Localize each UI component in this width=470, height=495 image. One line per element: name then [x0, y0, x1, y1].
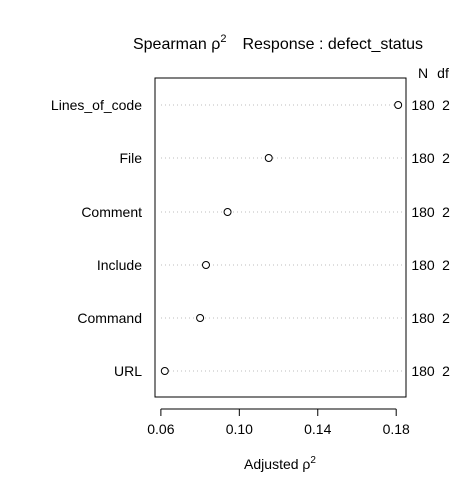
row-df-value: 2 — [442, 204, 450, 220]
row-label: Include — [97, 257, 142, 273]
x-axis-label: Adjusted ρ2 — [244, 455, 316, 472]
data-point — [201, 261, 210, 269]
data-point — [264, 154, 273, 162]
data-point — [223, 208, 232, 216]
row-label: Command — [77, 310, 142, 326]
row-n-value: 180 — [411, 363, 435, 379]
row-n-value: 180 — [411, 97, 435, 113]
row-n-value: 180 — [411, 150, 435, 166]
row-n-value: 180 — [411, 257, 435, 273]
column-header-df: df — [437, 65, 449, 81]
x-tick-label: 0.14 — [304, 421, 331, 437]
column-header-n: N — [418, 65, 428, 81]
row-df-value: 2 — [442, 310, 450, 326]
x-axis: 0.06 0.10 0.14 0.18 — [147, 408, 410, 437]
row-n-value: 180 — [411, 204, 435, 220]
x-tick-label: 0.18 — [383, 421, 410, 437]
x-tick-label: 0.06 — [147, 421, 174, 437]
row-label: URL — [114, 363, 142, 379]
row-label: Lines_of_code — [51, 97, 142, 113]
data-point — [196, 314, 205, 322]
x-tick-label: 0.10 — [226, 421, 253, 437]
data-point — [394, 101, 403, 109]
row-df-value: 2 — [442, 257, 450, 273]
row-n-value: 180 — [411, 310, 435, 326]
plot-frame — [154, 77, 407, 398]
row-label: File — [119, 150, 142, 166]
chart-rows: Lines_of_code 180 2 File 180 2 Comment 180 2 Incl… — [51, 97, 450, 379]
row-label: Comment — [81, 204, 142, 220]
row-df-value: 2 — [442, 97, 450, 113]
chart-title: Spearman ρ2 Response : defect_status — [133, 33, 423, 53]
row-df-value: 2 — [442, 150, 450, 166]
row-df-value: 2 — [442, 363, 450, 379]
data-point — [160, 367, 169, 375]
